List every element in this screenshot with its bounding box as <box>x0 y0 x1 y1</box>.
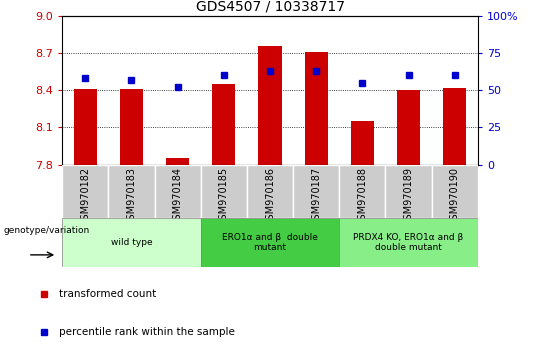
Text: transformed count: transformed count <box>59 289 157 299</box>
Text: GSM970185: GSM970185 <box>219 167 229 227</box>
Text: GSM970187: GSM970187 <box>311 167 321 227</box>
Text: genotype/variation: genotype/variation <box>3 225 89 235</box>
Bar <box>443 88 467 165</box>
Text: GSM970183: GSM970183 <box>126 167 137 226</box>
Bar <box>154 165 201 218</box>
Bar <box>431 165 478 218</box>
Text: GSM970189: GSM970189 <box>403 167 414 226</box>
Bar <box>212 84 235 165</box>
Bar <box>201 165 247 218</box>
Bar <box>351 121 374 165</box>
Text: GSM970190: GSM970190 <box>450 167 460 226</box>
Bar <box>109 165 154 218</box>
Text: GSM970186: GSM970186 <box>265 167 275 226</box>
Bar <box>339 218 478 267</box>
Title: GDS4507 / 10338717: GDS4507 / 10338717 <box>195 0 345 13</box>
Text: GSM970184: GSM970184 <box>173 167 183 226</box>
Bar <box>166 158 189 165</box>
Bar <box>293 165 339 218</box>
Bar <box>339 165 386 218</box>
Bar <box>120 89 143 165</box>
Text: wild type: wild type <box>111 238 152 247</box>
Text: GSM970188: GSM970188 <box>357 167 367 226</box>
Text: ERO1α and β  double
mutant: ERO1α and β double mutant <box>222 233 318 252</box>
Text: GSM970182: GSM970182 <box>80 167 90 227</box>
Bar <box>386 165 431 218</box>
Bar <box>259 46 281 165</box>
Bar <box>201 218 339 267</box>
Text: PRDX4 KO, ERO1α and β
double mutant: PRDX4 KO, ERO1α and β double mutant <box>354 233 464 252</box>
Text: percentile rank within the sample: percentile rank within the sample <box>59 327 235 337</box>
Bar <box>62 218 201 267</box>
Bar <box>397 90 420 165</box>
Bar <box>305 52 328 165</box>
Bar <box>73 89 97 165</box>
Bar <box>62 165 109 218</box>
Bar <box>247 165 293 218</box>
